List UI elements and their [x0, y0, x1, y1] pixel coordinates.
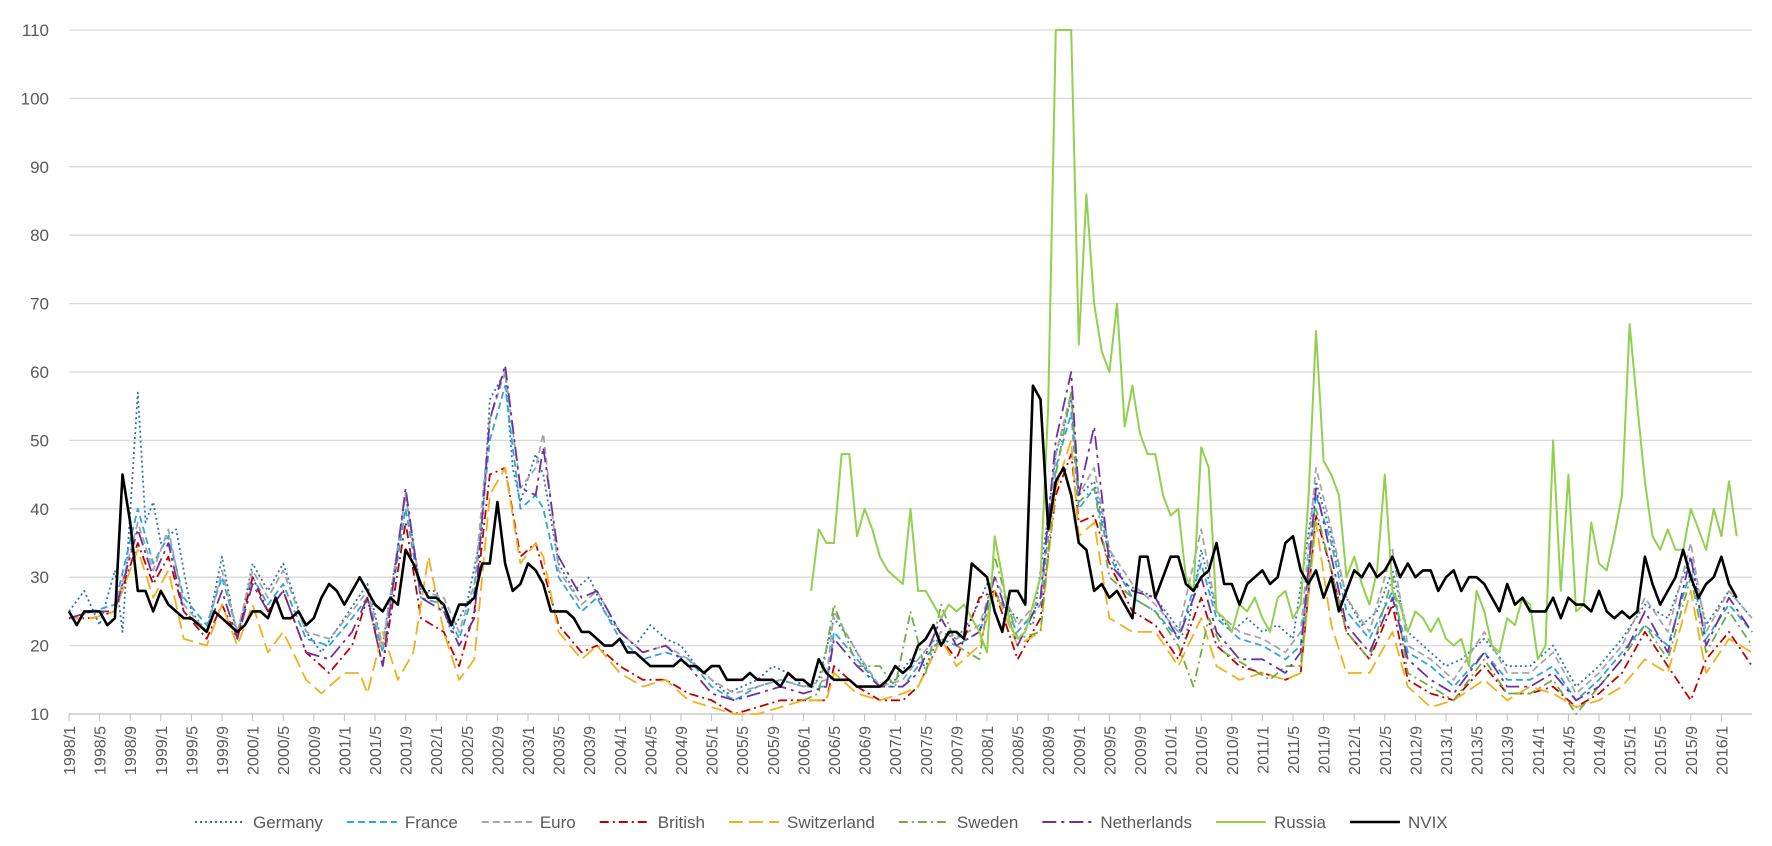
x-tick-label: 1999/1 [154, 726, 171, 775]
x-tick-label: 2005/9 [766, 726, 783, 775]
series-line-russia [810, 29, 1738, 668]
x-tick-label: 1999/9 [215, 726, 232, 775]
x-tick-label: 2003/5 [552, 726, 569, 775]
legend-label-euro: Euro [540, 813, 576, 832]
x-tick-label: 2011/1 [1255, 726, 1272, 774]
x-tick-label: 2004/1 [613, 726, 630, 775]
x-tick-label: 2004/5 [643, 726, 660, 775]
x-tick-label: 2015/9 [1684, 726, 1701, 775]
y-tick-label: 60 [30, 363, 49, 382]
x-tick-label: 2010/1 [1164, 726, 1181, 775]
x-tick-label: 2007/5 [919, 726, 936, 775]
x-tick-label: 2012/5 [1378, 726, 1395, 775]
legend-label-nvix: NVIX [1408, 813, 1448, 832]
x-tick-label: 2005/5 [735, 726, 752, 775]
x-tick-label: 1998/5 [93, 726, 110, 775]
legend-label-switzerland: Switzerland [787, 813, 875, 832]
y-tick-label: 110 [22, 21, 49, 40]
gridlines [69, 29, 1752, 715]
x-tick-label: 2007/1 [888, 726, 905, 775]
x-tick-label: 2001/1 [337, 726, 354, 775]
y-tick-label: 70 [30, 295, 49, 314]
x-tick-label: 2013/1 [1439, 726, 1456, 775]
x-tick-label: 2011/5 [1286, 726, 1303, 774]
y-tick-label: 80 [30, 226, 49, 245]
x-tick-label: 2000/1 [246, 726, 263, 775]
legend-label-netherlands: Netherlands [1100, 813, 1192, 832]
x-tick-label: 2006/1 [796, 726, 813, 775]
legend-label-france: France [405, 813, 458, 832]
legend: Germany France Euro British Switzerland Swede… [195, 813, 1448, 832]
series-line-sweden [803, 391, 1753, 715]
x-tick-label: 2013/9 [1500, 726, 1517, 775]
y-tick-label: 50 [30, 431, 49, 450]
x-tick-label: 1998/1 [62, 726, 79, 775]
x-tick-label: 2004/9 [674, 726, 691, 775]
x-tick-label: 2001/5 [368, 726, 385, 775]
x-tick-label: 2002/5 [460, 726, 477, 775]
x-tick-label: 2008/1 [980, 726, 997, 775]
x-tick-label: 2000/5 [276, 726, 293, 775]
x-tick-label: 1998/9 [123, 726, 140, 775]
x-tick-label: 2007/9 [949, 726, 966, 775]
series-line-switzerland [69, 439, 1753, 715]
x-tick-label: 2012/1 [1347, 726, 1364, 775]
x-tick-label: 2016/1 [1714, 726, 1731, 775]
legend-label-germany: Germany [253, 813, 323, 832]
y-tick-label: 30 [30, 568, 49, 587]
series-line-germany [68, 371, 1753, 695]
x-tick-label: 2009/1 [1072, 726, 1089, 775]
x-tick-label: 2003/1 [521, 726, 538, 775]
x-tick-label: 2014/9 [1592, 726, 1609, 775]
x-tick-label: 2010/9 [1225, 726, 1242, 775]
legend-label-sweden: Sweden [957, 813, 1018, 832]
legend-label-russia: Russia [1274, 813, 1327, 832]
y-tick-label: 40 [30, 500, 49, 519]
x-tick-label: 2009/5 [1102, 726, 1119, 775]
x-tick-label: 2008/9 [1041, 726, 1058, 775]
x-tick-label: 2012/9 [1408, 726, 1425, 775]
x-tick-label: 2014/5 [1561, 726, 1578, 775]
y-tick-label: 20 [30, 637, 49, 656]
x-tick-label: 2009/9 [1133, 726, 1150, 775]
y-tick-label: 90 [30, 158, 49, 177]
x-tick-label: 2002/9 [490, 726, 507, 775]
plot-area [67, 29, 1753, 715]
x-tick-label: 2010/5 [1194, 726, 1211, 775]
y-tick-label: 10 [30, 705, 49, 724]
series-line-euro [68, 371, 1753, 695]
legend-label-british: British [658, 813, 705, 832]
x-tick-label: 2015/5 [1653, 726, 1670, 775]
x-tick-label: 2011/9 [1317, 726, 1334, 774]
x-tick-label: 2015/1 [1623, 726, 1640, 775]
x-tick-label: 2008/5 [1011, 726, 1028, 775]
y-tick-label: 100 [21, 89, 49, 108]
y-axis: 10 20 30 40 50 60 70 80 90 100 110 [21, 21, 49, 724]
x-tick-label: 2002/1 [429, 726, 446, 775]
x-tick-label: 2013/5 [1470, 726, 1487, 775]
x-tick-label: 2005/1 [705, 726, 722, 775]
x-tick-label: 2000/9 [307, 726, 324, 775]
x-tick-label: 2014/1 [1531, 726, 1548, 775]
x-tick-label: 2001/9 [399, 726, 416, 775]
x-tick-label: 2006/5 [827, 726, 844, 775]
x-axis: 1998/1 1998/5 1998/9 1999/1 1999/5 1999/9 2000… [62, 714, 1731, 775]
x-tick-label: 2006/9 [858, 726, 875, 775]
x-tick-label: 2003/9 [582, 726, 599, 775]
x-tick-label: 1999/5 [184, 726, 201, 775]
series-line-nvix [67, 384, 1738, 688]
